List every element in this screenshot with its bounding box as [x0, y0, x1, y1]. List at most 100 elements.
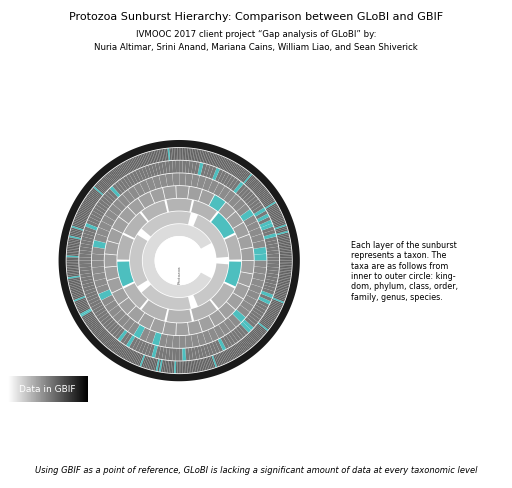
Polygon shape [69, 234, 81, 239]
Polygon shape [69, 238, 80, 242]
Polygon shape [165, 162, 170, 174]
Polygon shape [166, 310, 192, 323]
Polygon shape [67, 254, 79, 257]
Polygon shape [243, 174, 252, 184]
Polygon shape [89, 300, 101, 308]
Polygon shape [127, 350, 134, 362]
Polygon shape [92, 325, 102, 334]
Polygon shape [105, 192, 116, 202]
Polygon shape [129, 337, 138, 349]
Polygon shape [151, 358, 155, 370]
Polygon shape [181, 362, 183, 373]
Polygon shape [81, 237, 94, 243]
Polygon shape [78, 211, 89, 218]
Polygon shape [108, 322, 118, 333]
Polygon shape [264, 314, 275, 322]
Polygon shape [159, 150, 163, 162]
Polygon shape [280, 267, 292, 269]
Polygon shape [214, 183, 225, 197]
Polygon shape [97, 329, 106, 339]
Polygon shape [104, 336, 113, 346]
Polygon shape [78, 306, 90, 313]
Polygon shape [112, 342, 120, 352]
Polygon shape [211, 284, 234, 309]
Polygon shape [277, 234, 289, 239]
Polygon shape [185, 348, 189, 361]
Polygon shape [153, 151, 157, 163]
Polygon shape [237, 305, 250, 318]
Polygon shape [198, 346, 203, 359]
Polygon shape [166, 361, 168, 373]
Polygon shape [278, 238, 290, 242]
Polygon shape [272, 298, 284, 304]
Polygon shape [70, 231, 82, 236]
Polygon shape [131, 159, 137, 170]
Polygon shape [109, 172, 118, 183]
Polygon shape [241, 322, 251, 333]
Polygon shape [246, 290, 260, 301]
Polygon shape [131, 352, 137, 363]
Polygon shape [141, 301, 167, 321]
Polygon shape [264, 234, 276, 240]
Polygon shape [224, 318, 236, 331]
Polygon shape [92, 261, 104, 268]
Polygon shape [267, 251, 279, 255]
Polygon shape [94, 308, 106, 317]
Polygon shape [227, 349, 234, 360]
Polygon shape [83, 314, 94, 322]
Polygon shape [86, 196, 97, 204]
Polygon shape [197, 360, 201, 372]
Polygon shape [200, 359, 204, 371]
Polygon shape [249, 313, 260, 323]
Polygon shape [213, 355, 219, 367]
Polygon shape [241, 248, 254, 261]
Polygon shape [113, 200, 126, 212]
Polygon shape [223, 336, 232, 347]
Polygon shape [240, 301, 253, 312]
Polygon shape [72, 225, 84, 230]
Polygon shape [106, 338, 115, 348]
Polygon shape [117, 345, 125, 356]
Polygon shape [167, 149, 170, 161]
Polygon shape [119, 298, 136, 315]
Polygon shape [109, 305, 122, 318]
Polygon shape [80, 270, 92, 275]
Polygon shape [231, 330, 241, 342]
Polygon shape [101, 295, 115, 306]
Polygon shape [255, 187, 265, 196]
Polygon shape [93, 187, 103, 196]
Polygon shape [82, 234, 95, 240]
Polygon shape [141, 155, 146, 166]
Polygon shape [239, 170, 247, 181]
Polygon shape [218, 171, 226, 183]
Polygon shape [272, 299, 284, 305]
Polygon shape [226, 350, 232, 361]
Polygon shape [266, 273, 278, 278]
Polygon shape [274, 223, 286, 228]
Polygon shape [238, 273, 252, 287]
Polygon shape [197, 176, 206, 189]
Polygon shape [145, 166, 152, 179]
Polygon shape [101, 179, 111, 188]
Polygon shape [262, 196, 272, 204]
Polygon shape [219, 303, 235, 319]
Polygon shape [193, 361, 196, 372]
Polygon shape [236, 344, 244, 354]
Polygon shape [191, 175, 200, 188]
Polygon shape [274, 225, 286, 230]
Polygon shape [280, 249, 291, 252]
Polygon shape [94, 205, 106, 214]
Polygon shape [275, 226, 287, 231]
Polygon shape [75, 217, 87, 223]
Polygon shape [279, 246, 291, 249]
Polygon shape [271, 302, 282, 308]
Polygon shape [280, 256, 292, 258]
Polygon shape [117, 235, 134, 260]
Polygon shape [87, 319, 98, 327]
Polygon shape [82, 202, 94, 209]
Polygon shape [253, 184, 263, 194]
Polygon shape [195, 347, 200, 359]
Polygon shape [121, 163, 129, 175]
Polygon shape [270, 212, 282, 219]
Polygon shape [212, 168, 220, 181]
